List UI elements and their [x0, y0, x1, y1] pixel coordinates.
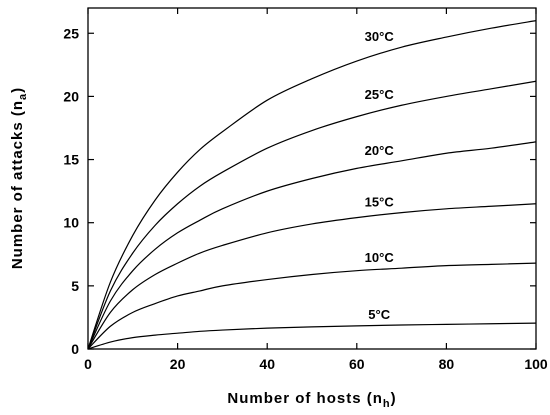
series-label: 25°C [365, 87, 395, 102]
plot-area-frame [87, 7, 537, 350]
x-tick-label: 100 [524, 356, 548, 372]
series-label: 5°C [368, 307, 390, 322]
series-line [87, 262, 537, 350]
x-tick-label: 40 [259, 356, 275, 372]
y-tick-label: 0 [71, 341, 79, 357]
x-axis-title: Number of hosts (nh) [227, 390, 396, 410]
y-axis: 0 5 10 15 20 25 [63, 25, 536, 357]
series-line [87, 203, 537, 350]
y-tick-label: 10 [63, 215, 79, 231]
series-line [87, 141, 537, 350]
x-tick-label: 0 [84, 356, 92, 372]
x-tick-label: 20 [170, 356, 186, 372]
series-label: 10°C [365, 250, 395, 265]
series-line [87, 80, 537, 350]
series-line [87, 322, 537, 350]
series-label: 15°C [365, 195, 395, 210]
y-axis-title: Number of attacks (na) [9, 87, 29, 269]
series-line [87, 20, 537, 350]
y-tick-label: 5 [71, 278, 79, 294]
x-axis: 0 20 40 60 80 100 [84, 8, 548, 372]
series-label: 20°C [365, 143, 395, 158]
x-tick-label: 60 [349, 356, 365, 372]
y-tick-label: 20 [63, 88, 79, 104]
x-tick-label: 80 [439, 356, 455, 372]
series-label: 30°C [365, 29, 395, 44]
series-lines [87, 20, 537, 350]
y-tick-label: 25 [63, 25, 79, 41]
series-labels: 30°C 25°C 20°C 15°C 10°C 5°C [365, 29, 395, 322]
y-tick-label: 15 [63, 152, 79, 168]
